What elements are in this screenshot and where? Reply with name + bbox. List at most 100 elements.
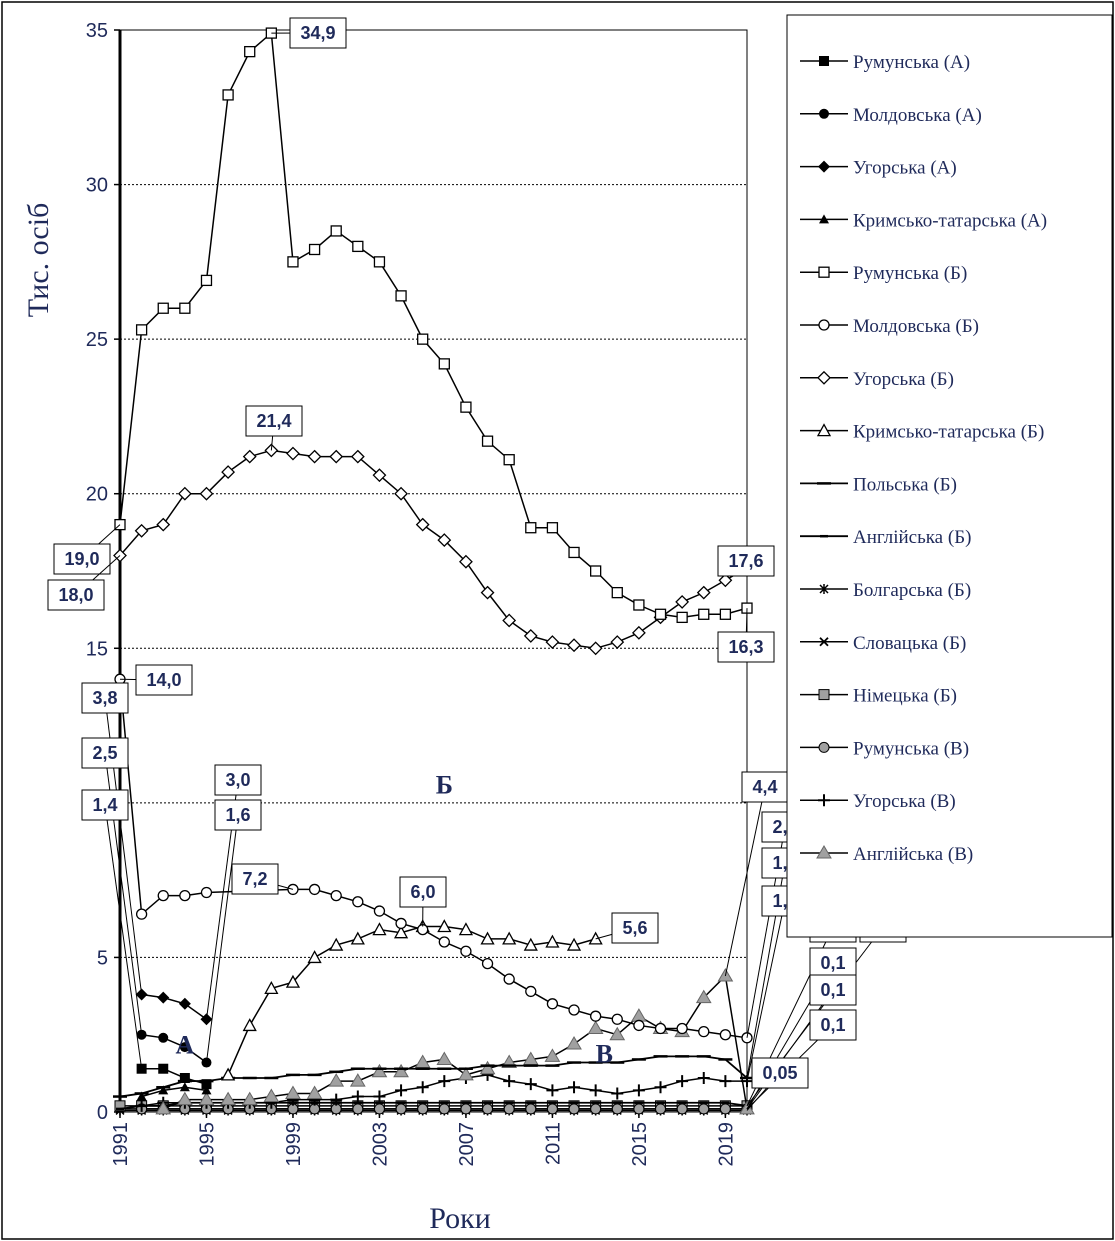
y-tick-label: 0 <box>97 1102 108 1124</box>
data-point <box>695 989 712 1004</box>
data-point <box>395 290 407 302</box>
data-point <box>719 608 732 620</box>
callout-box <box>53 543 111 575</box>
data-point <box>416 1081 429 1094</box>
callout-box <box>611 912 659 944</box>
data-point <box>158 1063 169 1074</box>
data-point <box>349 1073 366 1087</box>
data-point <box>436 1051 453 1065</box>
callout: 14,0 <box>119 664 193 696</box>
data-point <box>609 1026 626 1041</box>
data-point <box>395 1084 408 1097</box>
legend: Румунська (А) Молдовська (А) Угорська (А) К… <box>786 14 1113 938</box>
callout: 6,0 <box>399 876 447 927</box>
data-label: 0,1 <box>820 1015 845 1035</box>
x-tick-label: 1991 <box>110 1122 132 1167</box>
legend-label: Кримсько-татарська (А) <box>853 210 1047 231</box>
data-point <box>285 1085 301 1099</box>
region-labels: Б В А <box>175 767 613 1069</box>
data-point <box>438 1103 450 1115</box>
data-label: 4,4 <box>752 777 777 797</box>
data-point <box>201 1085 212 1095</box>
callout-box <box>245 405 303 437</box>
data-point <box>587 1020 604 1035</box>
data-point <box>178 997 191 1010</box>
data-point <box>460 401 472 413</box>
data-label: 17,6 <box>728 551 763 571</box>
x-tick-label: 1995 <box>196 1122 218 1167</box>
legend-label: Румунська (А) <box>853 52 970 73</box>
legend-item: Молдовська (Б) <box>800 316 979 337</box>
data-point <box>458 922 474 936</box>
data-point <box>135 324 148 336</box>
data-point <box>372 468 387 483</box>
data-point <box>611 1013 623 1025</box>
data-point <box>610 635 625 650</box>
data-point <box>525 1103 537 1115</box>
callout-box <box>741 771 789 803</box>
series-line <box>141 993 207 1020</box>
legend-item: Кримсько-татарська (А) <box>800 210 1047 231</box>
callout: 18,0 <box>47 555 121 611</box>
data-point <box>676 1103 688 1115</box>
legend-marker <box>818 160 830 173</box>
legend-item: Угорська (В) <box>800 791 956 812</box>
data-point <box>523 629 538 643</box>
data-point <box>395 1103 407 1115</box>
data-point <box>328 1073 345 1087</box>
data-label: 0,1 <box>820 980 845 1000</box>
data-point <box>546 998 559 1010</box>
y-axis-label: Тис. осіб <box>22 203 55 318</box>
legend-label: Словацька (Б) <box>853 633 966 654</box>
legend-label: Молдовська (А) <box>853 105 982 126</box>
callout: 1,6 <box>205 799 262 1063</box>
callout: 7,2 <box>231 863 294 895</box>
data-point <box>222 89 234 101</box>
data-point <box>632 1084 645 1097</box>
data-point <box>373 256 386 268</box>
data-point <box>201 1079 212 1090</box>
data-point <box>546 1084 559 1097</box>
data-point <box>179 889 191 902</box>
data-point <box>718 573 733 588</box>
data-point <box>200 274 213 287</box>
data-label: 14,0 <box>146 670 181 690</box>
legend-marker <box>816 423 832 437</box>
data-label: 3,0 <box>225 770 250 790</box>
series-layer <box>113 27 755 1116</box>
data-point <box>566 937 582 951</box>
callout-box <box>81 737 129 769</box>
data-point <box>523 937 538 951</box>
data-label: 16,3 <box>728 637 763 657</box>
callout-box <box>717 545 775 577</box>
legend-item: Румунська (Б) <box>800 263 967 284</box>
callout: 5,6 <box>595 912 659 944</box>
data-point <box>417 1103 429 1115</box>
data-point <box>567 638 581 653</box>
series-2 <box>135 988 213 1026</box>
data-label: 5,6 <box>622 918 647 938</box>
data-point <box>698 1025 710 1038</box>
data-point <box>503 973 515 985</box>
callout: 3,8 <box>81 682 143 995</box>
data-point <box>481 435 494 447</box>
data-point <box>698 1103 710 1115</box>
y-tick-label: 30 <box>86 175 108 197</box>
legend-item: Кримсько-татарська (Б) <box>800 422 1044 443</box>
data-point <box>308 883 321 896</box>
data-point <box>373 905 386 917</box>
y-tick-label: 25 <box>86 329 108 351</box>
data-point <box>503 1075 516 1088</box>
data-point <box>263 1088 280 1103</box>
callout-box <box>214 799 262 831</box>
legend-item: Англійська (В) <box>800 844 973 865</box>
legend-marker <box>818 741 830 753</box>
legend-label: Румунська (Б) <box>853 263 967 284</box>
data-point <box>155 1100 172 1115</box>
data-point <box>395 917 407 930</box>
data-point <box>545 934 560 948</box>
callout: 17,6 <box>717 545 775 577</box>
region-label: Б <box>436 771 453 800</box>
data-point <box>438 936 450 948</box>
